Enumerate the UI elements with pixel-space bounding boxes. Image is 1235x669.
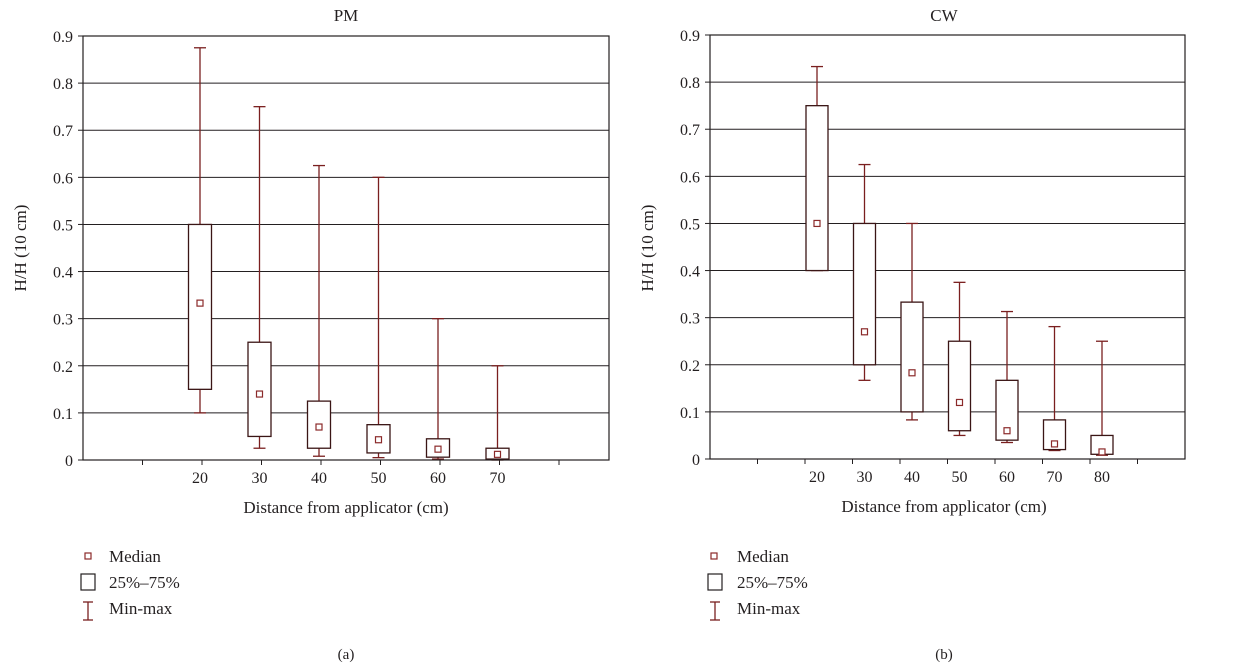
iqr-box bbox=[1042, 419, 1067, 451]
y-tick-label: 0 bbox=[692, 452, 700, 469]
median-marker bbox=[1003, 427, 1011, 435]
y-tick-label: 0.1 bbox=[680, 405, 700, 422]
legend-median-label: Median bbox=[109, 547, 161, 566]
median-marker bbox=[315, 423, 323, 431]
y-axis-ticks: 0 0.1 0.2 0.3 0.4 0.5 0.6 0.7 0.8 0.9 bbox=[53, 29, 83, 470]
median-marker-icon bbox=[84, 552, 92, 560]
x-tick-label: 50 bbox=[952, 469, 968, 486]
y-tick-label: 0 bbox=[65, 453, 73, 470]
y-tick-label: 0.2 bbox=[53, 359, 73, 376]
median-marker bbox=[1098, 448, 1106, 456]
box-plots bbox=[805, 65, 1114, 456]
y-axis-label: H/H (10 cm) bbox=[638, 205, 657, 292]
x-tick-label: 60 bbox=[430, 470, 446, 487]
x-tick-label: 30 bbox=[252, 470, 268, 487]
y-tick-label: 0.2 bbox=[680, 358, 700, 375]
y-axis-label: H/H (10 cm) bbox=[11, 205, 30, 292]
box-icon bbox=[707, 573, 723, 591]
iqr-box bbox=[187, 223, 213, 390]
x-axis-label: Distance from applicator (cm) bbox=[243, 498, 448, 517]
x-tick-label: 70 bbox=[1047, 469, 1063, 486]
y-tick-label: 0.3 bbox=[53, 312, 73, 329]
y-tick-label: 0.1 bbox=[53, 406, 73, 423]
chart-title: PM bbox=[334, 6, 359, 25]
y-tick-label: 0.5 bbox=[680, 216, 700, 233]
panel-label: (b) bbox=[935, 647, 953, 663]
legend: Median 25%–75% Min-max bbox=[80, 547, 180, 621]
median-marker bbox=[908, 369, 916, 377]
median-marker bbox=[860, 328, 869, 336]
iqr-box bbox=[947, 340, 972, 432]
y-tick-label: 0.3 bbox=[680, 311, 700, 328]
median-marker bbox=[255, 390, 264, 398]
x-tick-label: 40 bbox=[311, 470, 327, 487]
whisker-icon bbox=[83, 601, 93, 621]
x-tick-label: 80 bbox=[1094, 469, 1110, 486]
y-axis-ticks: 0 0.1 0.2 0.3 0.4 0.5 0.6 0.7 0.8 0.9 bbox=[680, 28, 710, 469]
y-tick-label: 0.8 bbox=[680, 75, 700, 92]
x-tick-label: 50 bbox=[371, 470, 387, 487]
iqr-box bbox=[247, 341, 272, 438]
median-marker-icon bbox=[710, 552, 718, 560]
iqr-box bbox=[995, 379, 1019, 441]
gridlines bbox=[83, 82, 609, 414]
y-tick-label: 0.8 bbox=[53, 76, 73, 93]
x-axis-ticks: 20 30 40 50 60 70 bbox=[142, 460, 560, 487]
whisker-icon bbox=[710, 601, 720, 621]
median-marker bbox=[1050, 440, 1059, 448]
y-tick-label: 0.7 bbox=[53, 123, 73, 140]
y-tick-label: 0.9 bbox=[680, 28, 700, 45]
panel-cw: CW 0 0.1 0.2 0.3 0.4 0.5 0.6 0.7 0.8 0.9 20 30 40 50… bbox=[638, 6, 1186, 663]
y-tick-label: 0.5 bbox=[53, 217, 73, 234]
x-axis-ticks: 20 30 40 50 60 70 80 bbox=[757, 459, 1138, 486]
gridlines bbox=[710, 81, 1185, 413]
iqr-box bbox=[852, 222, 877, 366]
legend-median-label: Median bbox=[737, 547, 789, 566]
box-plots bbox=[187, 47, 510, 461]
legend-range-label: Min-max bbox=[109, 599, 173, 618]
y-tick-label: 0.4 bbox=[680, 264, 700, 281]
median-marker bbox=[196, 299, 204, 307]
x-tick-label: 60 bbox=[999, 469, 1015, 486]
median-marker bbox=[813, 219, 821, 228]
median-marker bbox=[374, 436, 383, 444]
legend: Median 25%–75% Min-max bbox=[707, 547, 808, 621]
y-tick-label: 0.6 bbox=[53, 170, 73, 187]
iqr-box bbox=[805, 105, 829, 272]
chart-title: CW bbox=[930, 6, 958, 25]
median-marker bbox=[955, 398, 964, 407]
median-marker bbox=[434, 445, 442, 453]
y-tick-label: 0.9 bbox=[53, 29, 73, 46]
x-tick-label: 70 bbox=[490, 470, 506, 487]
plot-frame bbox=[82, 35, 610, 461]
legend-iqr-label: 25%–75% bbox=[737, 573, 808, 592]
panel-label: (a) bbox=[338, 647, 355, 663]
plot-frame bbox=[709, 34, 1186, 460]
y-tick-label: 0.4 bbox=[53, 265, 73, 282]
y-tick-label: 0.6 bbox=[680, 169, 700, 186]
x-axis-label: Distance from applicator (cm) bbox=[841, 497, 1046, 516]
box-icon bbox=[80, 573, 96, 591]
median-marker bbox=[493, 450, 502, 458]
iqr-box bbox=[900, 301, 924, 413]
x-tick-label: 30 bbox=[857, 469, 873, 486]
x-tick-label: 20 bbox=[809, 469, 825, 486]
y-tick-label: 0.7 bbox=[680, 122, 700, 139]
legend-range-label: Min-max bbox=[737, 599, 801, 618]
x-tick-label: 40 bbox=[904, 469, 920, 486]
legend-iqr-label: 25%–75% bbox=[109, 573, 180, 592]
panel-pm: PM 0 0.1 0.2 0.3 0.4 0.5 0.6 0.7 0.8 0.9 20 30 40 50… bbox=[11, 6, 610, 663]
x-tick-label: 20 bbox=[192, 470, 208, 487]
